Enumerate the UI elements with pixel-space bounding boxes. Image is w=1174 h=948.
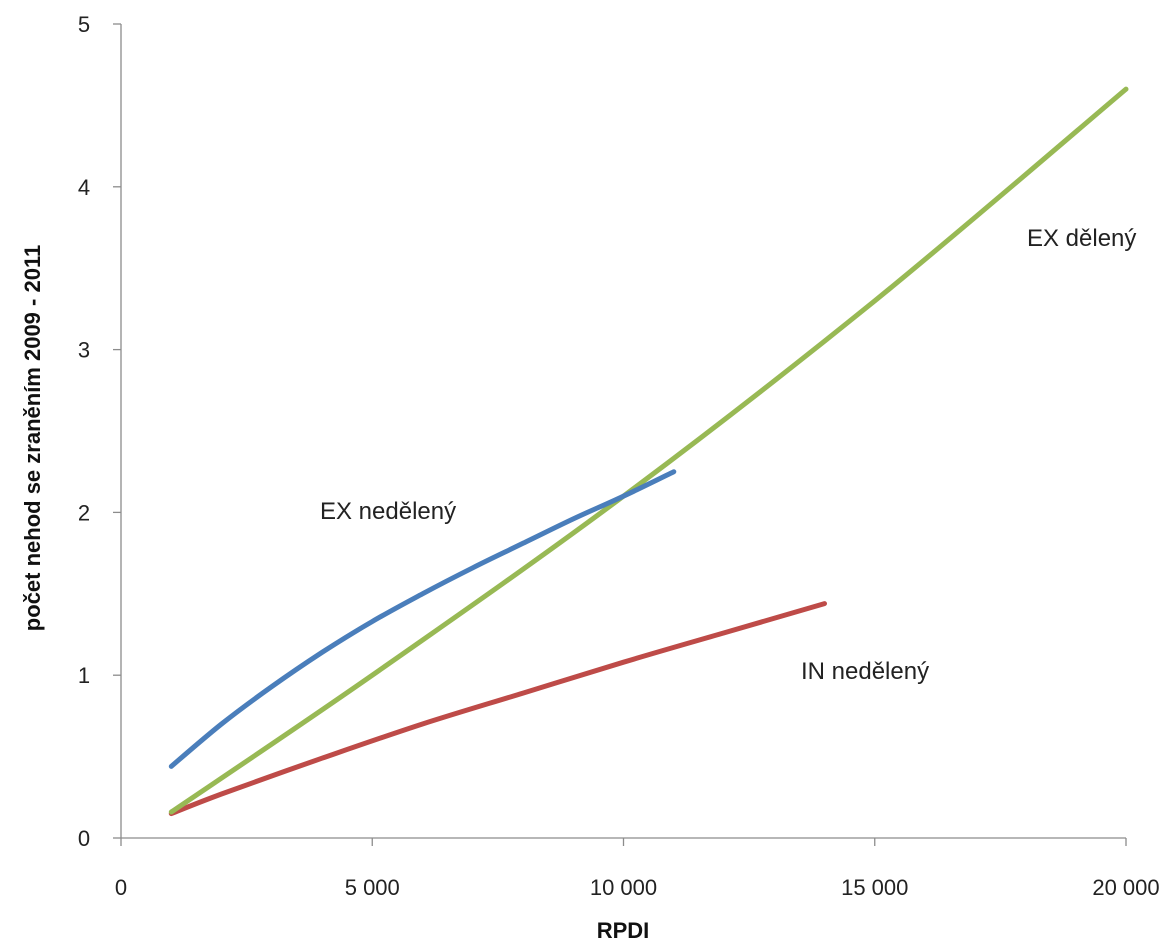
- series-line-1: [168, 86, 1129, 815]
- x-tick-label: 10 000: [590, 875, 657, 900]
- y-tick-label: 5: [78, 12, 90, 37]
- x-tick-label: 0: [115, 875, 127, 900]
- series-label-0: EX nedělený: [320, 498, 456, 525]
- y-axis-ticks: 0 1 2 3 4 5: [78, 12, 121, 851]
- x-axis-ticks: 0 5 000 10 000 15 000 20 000: [115, 838, 1160, 900]
- y-axis-title: počet nehod se zraněním 2009 - 2011: [20, 245, 45, 631]
- series-labels: EX nedělený EX dělený IN nedělený: [320, 225, 1136, 685]
- y-tick-label: 0: [78, 826, 90, 851]
- y-tick-label: 2: [78, 500, 90, 525]
- x-tick-label: 5 000: [345, 875, 400, 900]
- series-line-0: [168, 469, 677, 769]
- series-lines: [168, 86, 1129, 817]
- series-label-2: IN nedělený: [801, 658, 929, 685]
- x-axis-title: RPDI: [597, 918, 650, 943]
- y-tick-label: 4: [78, 175, 90, 200]
- series-label-1: EX dělený: [1027, 225, 1136, 252]
- x-tick-label: 20 000: [1092, 875, 1159, 900]
- y-tick-label: 1: [78, 663, 90, 688]
- series-line-2: [168, 601, 827, 817]
- y-tick-label: 3: [78, 338, 90, 363]
- x-tick-label: 15 000: [841, 875, 908, 900]
